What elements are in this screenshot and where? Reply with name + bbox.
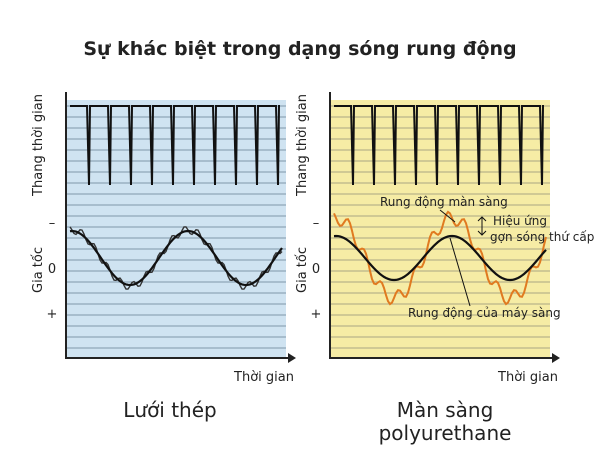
time-scale-wave [70, 105, 280, 186]
axes [329, 92, 552, 359]
leader [439, 209, 456, 223]
acceleration-tick: + [311, 307, 322, 322]
arrow [288, 353, 296, 363]
wave [69, 229, 283, 287]
acceleration-tick: 0 [48, 262, 56, 277]
caption: polyurethane [379, 421, 512, 445]
acceleration-tick: – [313, 216, 320, 231]
ripple-marker [477, 216, 487, 236]
acceleration-label: Gia tốc [31, 247, 46, 293]
title: Sự khác biệt trong dạng sóng rung động [83, 38, 516, 60]
annotation: Hiệu ứng [493, 214, 547, 228]
arrow [552, 353, 560, 363]
caption: Lưới thép [123, 398, 217, 422]
x-axis-label: Thời gian [233, 370, 294, 385]
x-axis-label: Thời gian [497, 370, 558, 385]
acceleration-tick: – [49, 216, 56, 231]
acceleration-tick: + [47, 307, 58, 322]
annotation: Rung động màn sàng [380, 195, 508, 209]
annotation: Rung động của máy sàng [408, 306, 561, 320]
machine-wave [333, 234, 547, 282]
leader [449, 237, 471, 307]
annotation: gợn sóng thứ cấp [490, 230, 594, 244]
time-scale-label: Thang thời gian [31, 94, 46, 197]
acceleration-tick: 0 [312, 262, 320, 277]
acceleration-label: Gia tốc [295, 247, 310, 293]
screen-wave [333, 210, 547, 306]
time-scale-label: Thang thời gian [295, 94, 310, 197]
axes [65, 92, 288, 359]
caption: Màn sàng [397, 398, 494, 422]
time-scale-wave [334, 105, 544, 186]
